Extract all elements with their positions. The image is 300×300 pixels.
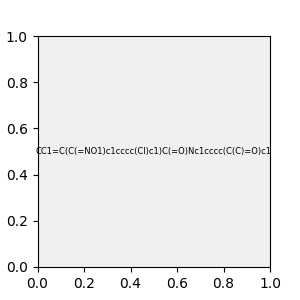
Text: CC1=C(C(=NO1)c1cccc(Cl)c1)C(=O)Nc1cccc(C(C)=O)c1: CC1=C(C(=NO1)c1cccc(Cl)c1)C(=O)Nc1cccc(C… [36, 147, 272, 156]
